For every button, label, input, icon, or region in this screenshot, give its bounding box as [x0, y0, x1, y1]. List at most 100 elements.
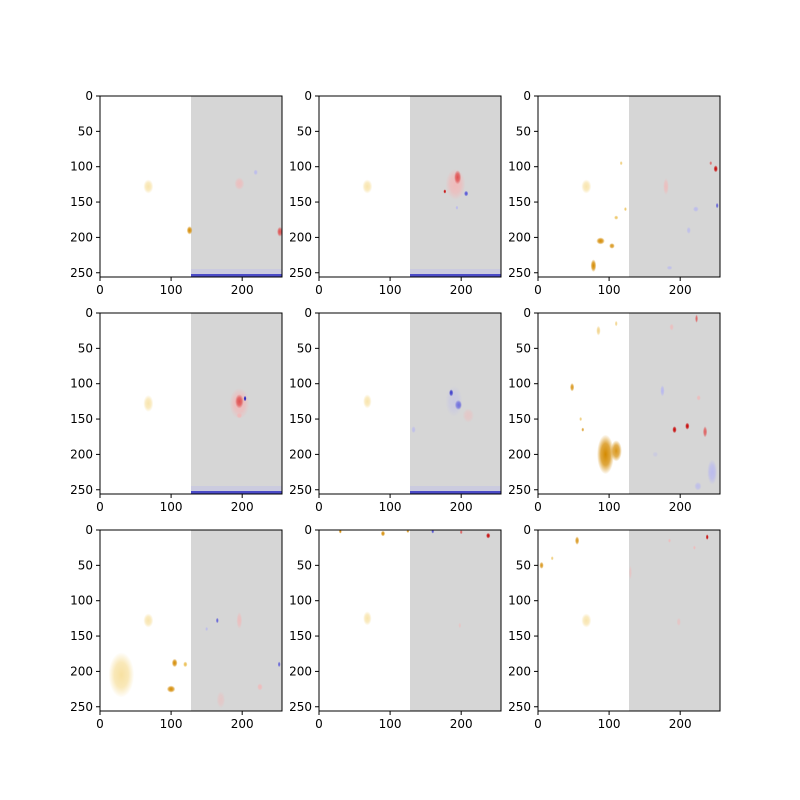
heat-blob [183, 661, 188, 668]
y-tick-label: 150 [508, 629, 531, 643]
right-half-background [629, 96, 720, 277]
y-tick-label: 150 [508, 412, 531, 426]
heat-blob [619, 161, 623, 166]
heat-blob [411, 426, 416, 434]
heat-blob [363, 394, 372, 409]
heat-blob [277, 226, 282, 237]
bottom-edge-band [410, 491, 501, 494]
axes-frame [318, 312, 502, 495]
axes-frame [99, 312, 283, 495]
right-half-background [629, 530, 720, 711]
heat-blob [253, 169, 258, 176]
panel-image [538, 96, 720, 277]
x-tick-label: 100 [379, 717, 402, 731]
heat-blob [215, 617, 219, 624]
heat-blob [458, 622, 462, 629]
y-tick-label: 150 [508, 195, 531, 209]
y-tick-label: 250 [289, 700, 312, 714]
heat-blob [705, 534, 709, 540]
heat-blob [445, 385, 463, 417]
y-tick-label: 0 [304, 89, 312, 103]
x-tick-label: 200 [231, 283, 254, 297]
y-tick-label: 0 [85, 523, 93, 537]
y-tick-label: 200 [289, 230, 312, 244]
y-tick-label: 50 [516, 124, 531, 138]
y-tick-label: 250 [508, 483, 531, 497]
heat-blob [569, 382, 575, 392]
bottom-edge-band [191, 274, 282, 277]
heat-blob [166, 685, 176, 693]
x-tick-label: 100 [379, 283, 402, 297]
y-tick-label: 100 [508, 377, 531, 391]
heat-blob [462, 408, 474, 423]
heat-blob [581, 613, 592, 628]
axes-frame [99, 95, 283, 278]
y-tick-label: 50 [516, 558, 531, 572]
x-tick-label: 0 [534, 500, 542, 514]
y-tick-label: 250 [70, 700, 93, 714]
panel-image [538, 313, 720, 494]
y-tick-label: 0 [523, 306, 531, 320]
y-tick-label: 200 [508, 447, 531, 461]
heat-blob [669, 323, 674, 331]
y-tick-label: 50 [78, 558, 93, 572]
heat-blob [685, 422, 690, 430]
heat-blob [695, 314, 698, 323]
heat-blob [338, 530, 342, 534]
heat-blob [652, 451, 659, 458]
axes-frame [537, 95, 721, 278]
heat-blob [713, 165, 718, 173]
heat-blob [715, 202, 719, 209]
y-tick-label: 0 [85, 89, 93, 103]
x-tick-label: 200 [669, 283, 692, 297]
axes-frame [537, 529, 721, 712]
panel-4: 0 100 200 0 50 100 150 200 250 [70, 306, 283, 514]
x-tick-label: 200 [450, 283, 473, 297]
y-tick-label: 50 [78, 341, 93, 355]
x-tick-label: 100 [598, 500, 621, 514]
axes-frame [318, 95, 502, 278]
right-half-background [410, 530, 501, 711]
heat-blob [624, 207, 627, 212]
y-tick-label: 150 [70, 195, 93, 209]
heat-blob [692, 206, 699, 212]
x-tick-label: 100 [598, 717, 621, 731]
y-tick-label: 150 [289, 629, 312, 643]
heat-blob [235, 394, 244, 409]
panel-image [100, 530, 282, 711]
y-tick-label: 100 [70, 377, 93, 391]
bottom-edge-glow [191, 486, 282, 491]
axes-frame [318, 529, 502, 712]
heat-blob [236, 412, 243, 419]
heat-blob [590, 259, 597, 273]
heat-blob [574, 536, 580, 545]
x-tick-label: 0 [96, 283, 104, 297]
heat-blob [696, 395, 701, 401]
panel-image [319, 313, 501, 494]
x-tick-label: 200 [231, 717, 254, 731]
heat-blob [694, 481, 702, 491]
y-tick-label: 150 [289, 412, 312, 426]
x-tick-label: 200 [450, 717, 473, 731]
heat-blob [614, 320, 618, 327]
heat-blob [143, 613, 154, 628]
heat-blob [486, 532, 491, 539]
panel-2: 0 100 200 0 50 100 150 200 250 [289, 89, 502, 297]
left-half-background [538, 313, 629, 494]
heat-blob [236, 612, 243, 629]
y-tick-label: 250 [508, 700, 531, 714]
y-tick-label: 0 [523, 523, 531, 537]
bottom-edge-glow [410, 269, 501, 274]
y-tick-label: 100 [508, 594, 531, 608]
y-tick-label: 200 [508, 230, 531, 244]
heat-blob [597, 434, 615, 475]
heat-blob [663, 178, 669, 195]
heat-blob [668, 538, 671, 543]
y-tick-label: 100 [70, 160, 93, 174]
heat-blob [610, 440, 622, 462]
panel-9: 0 100 200 0 50 100 150 200 250 [508, 523, 721, 731]
heat-blob [596, 237, 605, 245]
y-tick-label: 200 [289, 447, 312, 461]
x-tick-label: 200 [231, 500, 254, 514]
